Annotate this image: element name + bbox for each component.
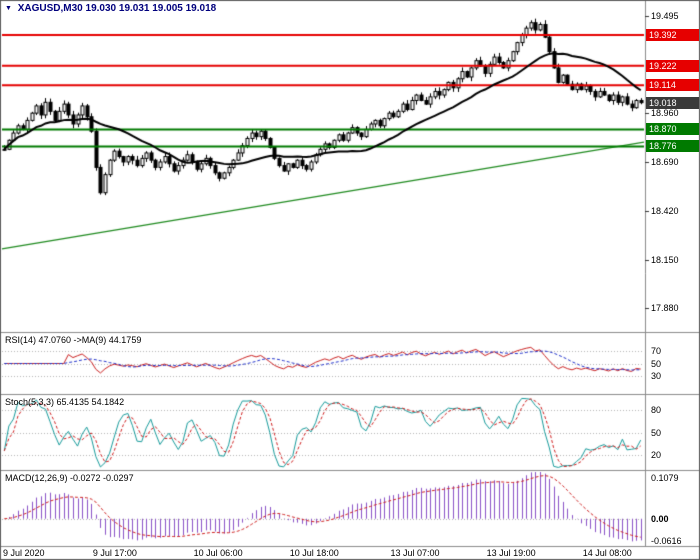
current-price-tag: 19.018 bbox=[646, 96, 699, 109]
macd-scale-label: 0.1079 bbox=[651, 473, 679, 483]
time-axis-label: 14 Jul 08:00 bbox=[582, 548, 632, 558]
rsi-scale-label: 50 bbox=[651, 358, 662, 369]
ohlc-readout: 19.030 19.031 19.005 19.018 bbox=[85, 3, 217, 14]
resistance-price-tag: 19.392 bbox=[646, 29, 699, 41]
support-price-tag: 18.776 bbox=[646, 140, 699, 153]
resistance-price-tag: 19.222 bbox=[646, 59, 699, 72]
chart-ohlc-header: ▼ XAGUSD,M30 19.030 19.031 19.005 19.018 bbox=[5, 3, 216, 14]
stoch-scale-label: 20 bbox=[651, 450, 662, 460]
time-axis-label: 13 Jul 07:00 bbox=[390, 548, 440, 558]
rsi-indicator-label: RSI(14) 47.0760 ->MA(9) 44.1759 bbox=[5, 335, 142, 345]
price-axis-label: 18.690 bbox=[651, 156, 679, 167]
time-axis-label: 13 Jul 19:00 bbox=[486, 548, 536, 558]
price-axis-label: 17.880 bbox=[651, 303, 679, 314]
stoch-scale-label: 50 bbox=[651, 427, 662, 438]
time-axis-label: 10 Jul 18:00 bbox=[289, 548, 339, 558]
price-axis-label: 18.150 bbox=[651, 254, 679, 265]
stoch-scale-label: 80 bbox=[651, 405, 662, 415]
stoch-indicator-label: Stoch(5,3,3) 65.4135 54.1842 bbox=[5, 397, 125, 407]
time-axis-label: 10 Jul 06:00 bbox=[193, 548, 243, 558]
price-axis-label: 19.495 bbox=[651, 11, 679, 22]
rsi-scale-label: 70 bbox=[651, 346, 662, 357]
time-axis-label: 9 Jul 2020 bbox=[3, 548, 45, 558]
macd-indicator-label: MACD(12,26,9) -0.0272 -0.0297 bbox=[5, 473, 134, 483]
time-axis-label: 9 Jul 17:00 bbox=[92, 548, 137, 558]
rsi-scale-label: 30 bbox=[651, 370, 662, 381]
symbol-timeframe-label: XAGUSD,M30 bbox=[17, 3, 83, 14]
dropdown-triangle-icon[interactable]: ▼ bbox=[5, 5, 12, 12]
macd-scale-label: 0.00 bbox=[651, 513, 669, 524]
resistance-price-tag: 19.114 bbox=[646, 79, 699, 92]
support-price-tag: 18.870 bbox=[646, 123, 699, 136]
macd-scale-label: -0.0616 bbox=[651, 536, 682, 546]
price-axis-label: 18.420 bbox=[651, 205, 679, 216]
price-axis-label: 18.960 bbox=[651, 108, 679, 119]
